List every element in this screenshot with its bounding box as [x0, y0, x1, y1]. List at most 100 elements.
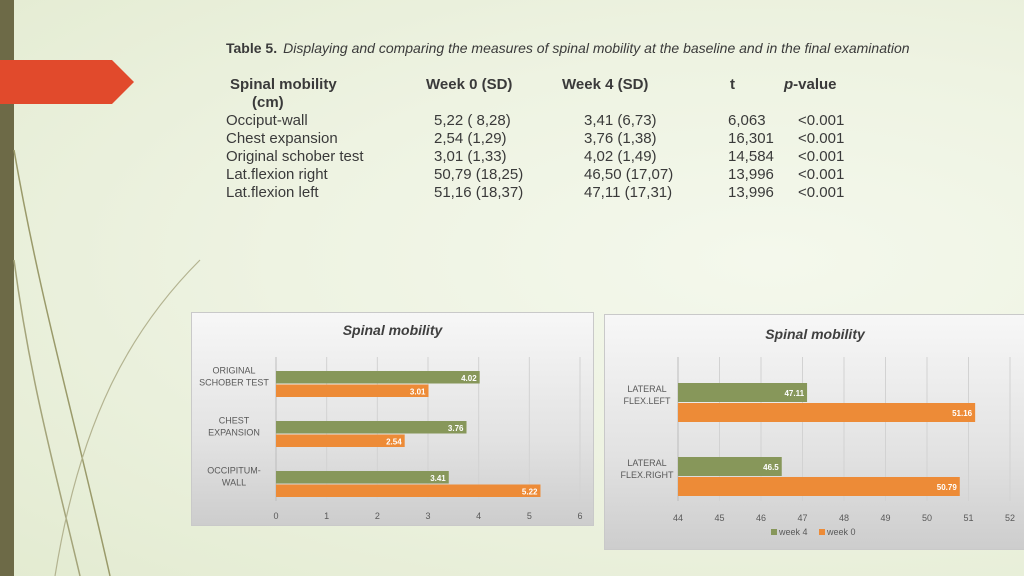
- chart2-title: Spinal mobility: [765, 326, 865, 342]
- x-tick-label: 52: [1005, 513, 1015, 523]
- bar-week0-0: [276, 384, 429, 397]
- legend-swatch-week4: [771, 529, 777, 535]
- cell-name: Original schober test: [226, 148, 364, 165]
- bar-week0-1: [276, 434, 405, 447]
- chart-spinal-mobility-1: Spinal mobility 0 1 2 3 4 5 6 4.02 3.01 ORIGINAL S…: [191, 312, 594, 526]
- cell-name: Occiput-wall: [226, 112, 308, 129]
- header-p: p: [784, 76, 794, 93]
- table-header-row: Spinal mobility Week 0 (SD) Week 4 (SD) …: [226, 76, 986, 94]
- x-tick-label: 3: [425, 511, 430, 521]
- category-label: LATERAL: [627, 458, 666, 468]
- cell-t: 13,996: [728, 166, 774, 183]
- cell-week4: 47,11 (17,31): [584, 184, 673, 201]
- cell-t: 6,063: [728, 112, 766, 129]
- cell-week4: 46,50 (17,07): [584, 166, 674, 183]
- cell-week0: 2,54 (1,29): [434, 130, 507, 147]
- data-label: 50.79: [937, 483, 958, 492]
- category-label: EXPANSION: [208, 428, 260, 438]
- table-row: Lat.flexion left 51,16 (18,37) 47,11 (17,3…: [226, 184, 986, 202]
- header-week0: Week 0 (SD): [426, 76, 513, 93]
- bar-week0-0: [678, 403, 976, 422]
- chart1-plot: 0 1 2 3 4 5 6 4.02 3.01 ORIGINAL SCHOBER TEST 3.76 2…: [199, 357, 583, 521]
- decorative-lines: [13, 149, 201, 576]
- cell-p: <0.001: [798, 130, 845, 147]
- x-tick-label: 4: [476, 511, 481, 521]
- bar-week4-1: [678, 457, 782, 476]
- table-header-unit-row: (cm): [226, 94, 986, 112]
- left-accent-bar: [0, 0, 14, 576]
- cell-p: <0.001: [798, 148, 845, 165]
- bar-week4-2: [276, 471, 449, 484]
- category-label: ORIGINAL: [212, 366, 255, 376]
- header-p-value: p-value: [784, 76, 837, 94]
- data-label: 3.76: [448, 424, 464, 433]
- legend-label: week 0: [826, 527, 856, 537]
- category-label: FLEX.LEFT: [623, 396, 671, 406]
- cell-week4: 3,41 (6,73): [584, 112, 657, 129]
- table-row: Chest expansion 2,54 (1,29) 3,76 (1,38) 16,…: [226, 130, 986, 148]
- legend-label: week 4: [778, 527, 808, 537]
- chart-spinal-mobility-2: Spinal mobility 44 45 46 47 48 49 50 51 52 47.11 5…: [604, 314, 1024, 550]
- cell-week4: 3,76 (1,38): [584, 130, 657, 147]
- x-tick-label: 50: [922, 513, 932, 523]
- header-spinal-mobility: Spinal mobility: [230, 76, 337, 93]
- chart2-plot: 44 45 46 47 48 49 50 51 52 47.11 51.16 LATERAL FLEX.…: [620, 357, 1015, 537]
- category-label: SCHOBER TEST: [199, 378, 269, 388]
- x-tick-label: 46: [756, 513, 766, 523]
- bar-week4-1: [276, 421, 467, 434]
- x-tick-label: 6: [577, 511, 582, 521]
- data-label: 2.54: [386, 437, 402, 446]
- header-p-suffix: -value: [793, 76, 837, 93]
- category-label: FLEX.RIGHT: [620, 470, 674, 480]
- bar-week0-1: [678, 477, 960, 496]
- title-arrow-shape: [0, 60, 134, 104]
- x-tick-label: 47: [797, 513, 807, 523]
- cell-name: Chest expansion: [226, 130, 338, 147]
- table-caption: Table 5. Displaying and comparing the mea…: [226, 38, 986, 58]
- x-tick-label: 44: [673, 513, 683, 523]
- x-tick-label: 48: [839, 513, 849, 523]
- x-tick-label: 0: [273, 511, 278, 521]
- cell-week0: 51,16 (18,37): [434, 184, 524, 201]
- x-tick-label: 51: [963, 513, 973, 523]
- cell-p: <0.001: [798, 112, 845, 129]
- x-tick-label: 1: [324, 511, 329, 521]
- data-label: 4.02: [461, 374, 477, 383]
- table-row: Occiput-wall 5,22 ( 8,28) 3,41 (6,73) 6,063…: [226, 112, 986, 130]
- cell-t: 13,996: [728, 184, 774, 201]
- data-label: 3.01: [410, 387, 426, 396]
- caption-label: Table 5.: [226, 40, 278, 56]
- legend-swatch-week0: [819, 529, 825, 535]
- cell-week0: 50,79 (18,25): [434, 166, 524, 183]
- bar-week0-2: [276, 484, 541, 497]
- category-label: CHEST: [219, 416, 250, 426]
- x-tick-label: 5: [527, 511, 532, 521]
- mobility-table: Table 5. Displaying and comparing the mea…: [226, 38, 986, 202]
- x-tick-label: 2: [375, 511, 380, 521]
- data-label: 3.41: [430, 474, 446, 483]
- table-body: Occiput-wall 5,22 ( 8,28) 3,41 (6,73) 6,063…: [226, 112, 986, 202]
- category-label: WALL: [222, 478, 246, 488]
- x-tick-label: 45: [714, 513, 724, 523]
- cell-name: Lat.flexion right: [226, 166, 328, 183]
- data-label: 5.22: [522, 487, 538, 496]
- cell-name: Lat.flexion left: [226, 184, 319, 201]
- category-label: LATERAL: [627, 384, 666, 394]
- table-row: Original schober test 3,01 (1,33) 4,02 (1,…: [226, 148, 986, 166]
- caption-text: Displaying and comparing the measures of…: [283, 40, 910, 56]
- data-label: 46.5: [763, 463, 779, 472]
- category-label: OCCIPITUM-: [207, 466, 261, 476]
- header-t: t: [730, 76, 735, 93]
- header-week4: Week 4 (SD): [562, 76, 649, 93]
- chart1-title: Spinal mobility: [342, 322, 443, 338]
- cell-t: 16,301: [728, 130, 774, 147]
- cell-week0: 3,01 (1,33): [434, 148, 507, 165]
- cell-week0: 5,22 ( 8,28): [434, 112, 511, 129]
- table-row: Lat.flexion right 50,79 (18,25) 46,50 (17,…: [226, 166, 986, 184]
- cell-t: 14,584: [728, 148, 774, 165]
- bar-week4-0: [276, 371, 480, 384]
- cell-p: <0.001: [798, 166, 845, 183]
- data-label: 47.11: [784, 389, 804, 398]
- cell-p: <0.001: [798, 184, 845, 201]
- header-unit: (cm): [252, 94, 284, 111]
